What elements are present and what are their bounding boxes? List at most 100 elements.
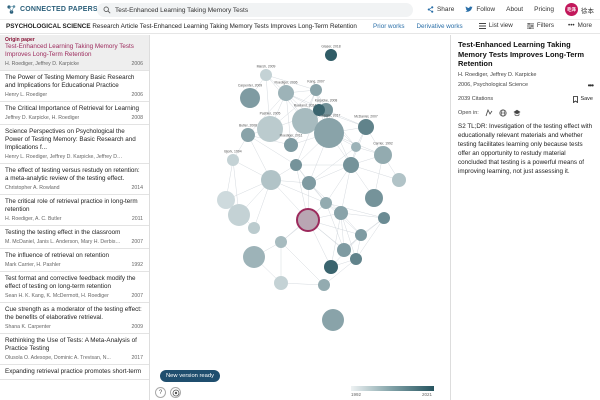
paper-node[interactable]	[322, 309, 344, 331]
globe-icon[interactable]	[499, 108, 507, 117]
more-options-icon[interactable]: •••	[587, 80, 594, 90]
paper-node[interactable]	[320, 197, 332, 209]
paper-node[interactable]	[378, 212, 390, 224]
paper-meta: Henry L. Roediger, Jeffrey D. Karpicke, …	[5, 154, 143, 160]
paper-node[interactable]	[392, 173, 406, 187]
help-button[interactable]: ?	[155, 387, 166, 398]
tldr-summary: S2 TL;DR: Investigation of the testing e…	[458, 122, 593, 175]
paper-node[interactable]	[228, 204, 250, 226]
pricing-link[interactable]: Pricing	[534, 6, 554, 13]
paper-list-item[interactable]: The critical role of retrieval practice …	[0, 195, 149, 226]
list-view-button[interactable]: List view	[478, 22, 513, 29]
paper-node[interactable]	[334, 206, 348, 220]
graph-svg[interactable]: Glaser, 2018 Marsh, 2009 Kang, 2007 Carpent…	[151, 35, 449, 365]
paper-list-item[interactable]: Rethinking the Use of Tests: A Meta-Anal…	[0, 334, 149, 365]
paper-node[interactable]	[314, 118, 344, 148]
paper-list-item[interactable]: The effect of testing versus restudy on …	[0, 164, 149, 195]
paper-list-item[interactable]: Science Perspectives on Psychological th…	[0, 125, 149, 164]
paper-node[interactable]	[241, 128, 255, 142]
paper-node[interactable]	[240, 88, 260, 108]
paper-node[interactable]	[243, 246, 265, 268]
filters-label: Filters	[536, 22, 555, 29]
paper-authors: Shana K. Carpenter	[5, 324, 51, 330]
pdf-icon[interactable]	[485, 108, 493, 117]
paper-title: Rethinking the Use of Tests: A Meta-Anal…	[5, 337, 137, 352]
logo[interactable]: CONNECTED PAPERS	[6, 4, 98, 15]
graph-area[interactable]: Glaser, 2018 Marsh, 2009 Kang, 2007 Carpent…	[151, 35, 449, 400]
paper-year: 2006	[131, 92, 143, 98]
paper-node[interactable]	[358, 119, 374, 135]
node-label: Adesope, 2017	[318, 114, 341, 118]
paper-node[interactable]	[292, 108, 318, 134]
paper-meta: Christopher A. Rowland 2014	[5, 185, 143, 191]
about-link[interactable]: About	[506, 6, 524, 13]
paper-node[interactable]	[351, 142, 361, 152]
paper-list-item[interactable]: Expanding retrieval practice promotes sh…	[0, 365, 149, 380]
detail-authors[interactable]: H. Roediger, Jeffrey D. Karpicke	[458, 71, 537, 78]
paper-list-item[interactable]: The Critical Importance of Retrieval for…	[0, 102, 149, 125]
paper-node[interactable]	[261, 170, 281, 190]
origin-paper-item[interactable]: Origin paper Test-Enhanced Learning Takin…	[0, 35, 149, 71]
paper-node[interactable]	[374, 146, 392, 164]
search-input[interactable]: Test-Enhanced Learning Taking Memory Tes…	[97, 3, 413, 17]
share-button[interactable]: Share	[427, 6, 454, 13]
paper-authors: Sean H. K. Kang, K. McDermott, H. Roedig…	[5, 293, 109, 299]
paper-node[interactable]	[350, 253, 362, 265]
paper-node[interactable]	[302, 176, 316, 190]
graph-edge	[265, 74, 317, 91]
paper-node[interactable]	[278, 85, 294, 101]
paper-year: 2011	[131, 216, 143, 222]
graph-edge	[340, 212, 385, 219]
list-icon	[478, 22, 486, 29]
graph-edge	[325, 202, 345, 251]
paper-node[interactable]	[227, 154, 239, 166]
paper-list-item[interactable]: Test format and corrective feedback modi…	[0, 272, 149, 303]
save-label: Save	[580, 96, 593, 102]
new-version-button[interactable]: New version ready	[160, 370, 221, 382]
paper-node[interactable]	[355, 229, 367, 241]
legend-min-year: 1992	[351, 392, 362, 397]
graph-edge	[308, 146, 357, 184]
article-title: PSYCHOLOGICAL SCIENCE Research Article T…	[6, 23, 357, 30]
paper-list-item[interactable]: Cue strength as a moderator of the testi…	[0, 303, 149, 334]
paper-list-item[interactable]: Testing the testing effect in the classr…	[0, 226, 149, 249]
follow-button[interactable]: Follow	[465, 6, 495, 13]
derivative-works-link[interactable]: Derivative works	[416, 23, 463, 30]
user-menu[interactable]: 毛泽 徐本	[565, 3, 594, 16]
paper-node[interactable]	[284, 138, 298, 152]
paper-node[interactable]	[290, 159, 302, 171]
paper-node[interactable]	[337, 243, 351, 257]
paper-node[interactable]	[248, 222, 260, 234]
graph-edge	[340, 164, 352, 214]
paper-meta: Sean H. K. Kang, K. McDermott, H. Roedig…	[5, 293, 143, 299]
paper-node[interactable]	[313, 104, 325, 116]
connected-papers-logo-icon	[7, 5, 16, 14]
paper-node[interactable]	[260, 69, 272, 81]
paper-list-item[interactable]: The Power of Testing Memory Basic Resear…	[0, 71, 149, 102]
filters-button[interactable]: Filters	[526, 22, 555, 29]
paper-authors: M. McDaniel, Janis L. Anderson, Mary H. …	[5, 239, 123, 245]
paper-node[interactable]	[343, 157, 359, 173]
journal-name: PSYCHOLOGICAL SCIENCE	[6, 23, 91, 30]
paper-node[interactable]	[365, 189, 383, 207]
paper-node[interactable]	[325, 49, 337, 61]
paper-node[interactable]	[257, 116, 283, 142]
paper-list-item[interactable]: The influence of retrieval on retention M…	[0, 249, 149, 272]
target-button[interactable]	[170, 387, 181, 398]
origin-paper-node[interactable]	[296, 208, 320, 232]
paper-node[interactable]	[318, 279, 330, 291]
paper-node[interactable]	[217, 191, 235, 209]
paper-meta: Henry L. Roediger 2006	[5, 92, 143, 98]
more-button[interactable]: ••• More	[568, 22, 592, 29]
paper-authors: Jeffrey D. Karpicke, H. Roediger	[5, 115, 80, 121]
paper-node[interactable]	[275, 236, 287, 248]
paper-meta: Olusola O. Adesope, Dominic A. Trevisan,…	[5, 355, 143, 361]
scholar-icon[interactable]	[513, 109, 521, 117]
more-dots-icon: •••	[568, 22, 575, 29]
paper-node[interactable]	[274, 276, 288, 290]
paper-node[interactable]	[324, 260, 338, 274]
paper-node[interactable]	[310, 84, 322, 96]
paper-title: The Power of Testing Memory Basic Resear…	[5, 74, 135, 89]
save-button[interactable]: Save	[573, 95, 593, 103]
prior-works-link[interactable]: Prior works	[373, 23, 405, 30]
